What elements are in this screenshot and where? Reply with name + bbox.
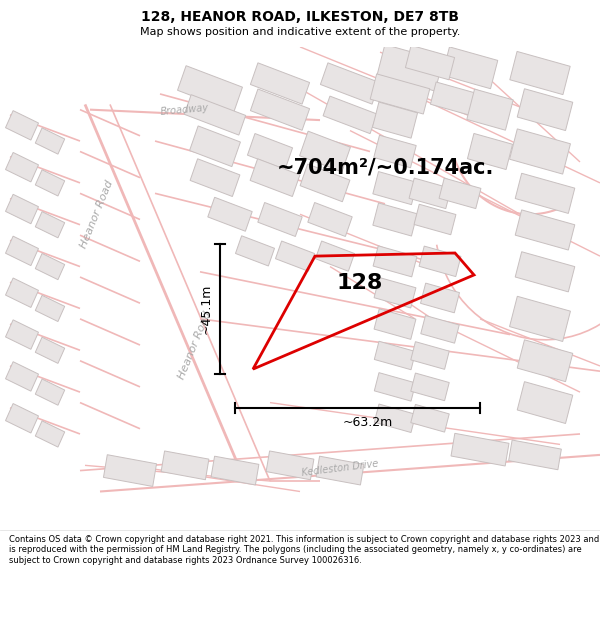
Polygon shape [5,194,38,224]
Polygon shape [374,372,416,401]
Polygon shape [373,102,418,138]
Polygon shape [374,309,416,339]
Polygon shape [5,236,38,266]
Polygon shape [211,456,259,485]
Polygon shape [308,202,352,236]
Text: ~63.2m: ~63.2m [343,416,392,429]
Text: Map shows position and indicative extent of the property.: Map shows position and indicative extent… [140,26,460,36]
Polygon shape [374,278,416,308]
Polygon shape [370,74,430,114]
Polygon shape [299,131,350,172]
Polygon shape [5,404,38,433]
Polygon shape [247,134,293,169]
Polygon shape [451,433,509,466]
Polygon shape [439,178,481,209]
Polygon shape [414,204,456,235]
Text: Heanor Road: Heanor Road [177,309,213,381]
Polygon shape [5,320,38,349]
Polygon shape [517,89,573,131]
Polygon shape [373,246,417,277]
Polygon shape [517,382,573,424]
Polygon shape [320,63,380,104]
Polygon shape [35,170,65,196]
Polygon shape [510,51,570,94]
Polygon shape [509,129,571,174]
Text: Heanor Road: Heanor Road [79,179,115,250]
Text: Broadway: Broadway [160,102,210,117]
Polygon shape [35,379,65,405]
Polygon shape [421,316,459,343]
Polygon shape [5,278,38,308]
Text: 128: 128 [336,273,382,293]
Polygon shape [509,296,571,341]
Polygon shape [373,172,417,204]
Polygon shape [406,46,455,80]
Text: ~45.1m: ~45.1m [199,284,212,334]
Polygon shape [35,212,65,238]
Polygon shape [374,341,416,370]
Polygon shape [103,455,157,486]
Polygon shape [35,128,65,154]
Text: ~704m²/~0.174ac.: ~704m²/~0.174ac. [277,157,494,177]
Polygon shape [208,198,252,231]
Polygon shape [411,404,449,432]
Polygon shape [409,178,451,209]
Polygon shape [515,173,575,213]
Polygon shape [35,295,65,321]
Polygon shape [35,254,65,280]
Polygon shape [258,202,302,236]
Text: Kedleston Drive: Kedleston Drive [301,459,379,478]
Polygon shape [421,283,460,312]
Polygon shape [515,252,575,292]
Polygon shape [35,337,65,363]
Polygon shape [190,159,240,196]
Polygon shape [266,451,314,480]
Polygon shape [377,44,443,91]
Polygon shape [374,135,416,168]
Polygon shape [419,246,461,277]
Polygon shape [515,210,575,250]
Text: Contains OS data © Crown copyright and database right 2021. This information is : Contains OS data © Crown copyright and d… [9,535,599,565]
Polygon shape [323,96,377,134]
Polygon shape [35,421,65,447]
Polygon shape [250,63,310,104]
Polygon shape [5,111,38,140]
Polygon shape [184,94,245,135]
Polygon shape [316,456,364,485]
Polygon shape [235,236,275,266]
Polygon shape [275,241,314,271]
Polygon shape [442,47,498,89]
Polygon shape [5,362,38,391]
Polygon shape [411,373,449,401]
Polygon shape [250,89,310,130]
Polygon shape [430,82,479,116]
Polygon shape [161,451,209,480]
Polygon shape [509,440,562,470]
Text: 128, HEANOR ROAD, ILKESTON, DE7 8TB: 128, HEANOR ROAD, ILKESTON, DE7 8TB [141,10,459,24]
Polygon shape [250,159,300,196]
Polygon shape [190,126,241,167]
Polygon shape [467,134,512,169]
Polygon shape [300,164,350,202]
Polygon shape [467,89,513,130]
Polygon shape [411,342,449,369]
Polygon shape [5,152,38,182]
Polygon shape [316,241,355,271]
Polygon shape [374,404,416,432]
Polygon shape [178,66,242,112]
Polygon shape [517,340,573,382]
Polygon shape [373,203,417,236]
